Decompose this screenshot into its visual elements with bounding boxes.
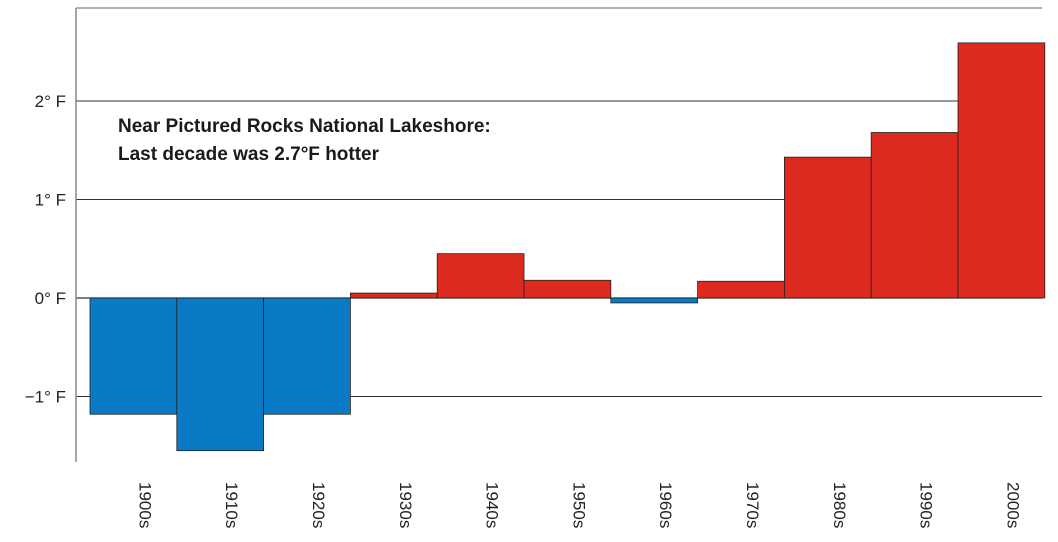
bar-1990s bbox=[870, 132, 959, 299]
x-tick-label: 1920s bbox=[309, 482, 328, 528]
x-tick-label: 1900s bbox=[135, 482, 154, 528]
x-tick-label: 1970s bbox=[743, 482, 762, 528]
y-tick-label: −1° F bbox=[25, 388, 66, 407]
bar-1930s bbox=[349, 292, 438, 299]
y-tick-label: 2° F bbox=[35, 92, 66, 111]
x-tick-labels: 1900s 1910s 1920s 1930s 1940s 1950s 1960s 1970s… bbox=[135, 482, 1022, 528]
annotation-line-2: Last decade was 2.7°F hotter bbox=[118, 144, 380, 165]
bar-2000s bbox=[957, 42, 1046, 299]
x-tick-label: 2000s bbox=[1003, 482, 1022, 528]
bars bbox=[89, 42, 1046, 452]
x-tick-label: 1980s bbox=[830, 482, 849, 528]
bar-1920s bbox=[263, 297, 351, 415]
annotation-line-1: Near Pictured Rocks National Lakeshore: bbox=[118, 116, 491, 137]
bar-1960s bbox=[610, 297, 698, 304]
x-tick-label: 1930s bbox=[396, 482, 415, 528]
bar-1970s bbox=[697, 280, 785, 299]
y-tick-label: 0° F bbox=[35, 289, 66, 308]
y-tick-labels: −1° F 0° F 1° F 2° F bbox=[25, 92, 66, 407]
bar-1980s bbox=[784, 156, 872, 299]
x-tick-label: 1990s bbox=[917, 482, 936, 528]
x-tick-label: 1950s bbox=[569, 482, 588, 528]
bar-1940s bbox=[436, 253, 525, 299]
bar-1900s bbox=[89, 297, 178, 415]
y-tick-label: 1° F bbox=[35, 191, 66, 210]
x-tick-label: 1910s bbox=[222, 482, 241, 528]
bar-1950s bbox=[523, 279, 612, 299]
bar-1910s bbox=[176, 297, 265, 452]
x-tick-label: 1960s bbox=[656, 482, 675, 528]
x-tick-label: 1940s bbox=[483, 482, 502, 528]
